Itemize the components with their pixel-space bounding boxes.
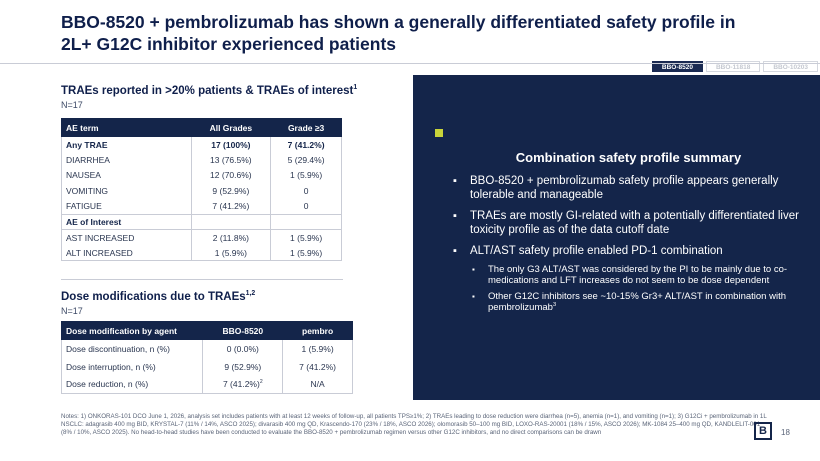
cell: 1 (5.9%) xyxy=(270,245,342,261)
cell: 13 (76.5%) xyxy=(190,152,272,168)
cell: N/A xyxy=(282,375,353,394)
cell: 1 (5.9%) xyxy=(270,229,342,245)
cell: 12 (70.6%) xyxy=(190,167,272,183)
table-section-row: AE of Interest xyxy=(61,213,342,230)
column-header: AE term xyxy=(61,118,192,137)
safety-summary-panel: Combination safety profile summary BBO-8… xyxy=(413,75,820,400)
cell: 7 (41.2%) xyxy=(282,357,353,376)
cell: 9 (52.9%) xyxy=(190,183,272,199)
summary-bullets: BBO-8520 + pembrolizumab safety profile … xyxy=(453,175,808,321)
company-logo: B xyxy=(754,422,772,440)
cell xyxy=(270,213,342,230)
cell: 7 (41.2%) xyxy=(190,198,272,214)
tab-bbo-10203[interactable]: BBO-10203 xyxy=(763,61,818,72)
traes-section-title: TRAEs reported in >20% patients & TRAEs … xyxy=(61,84,358,97)
traes-n: N=17 xyxy=(61,100,83,110)
cell: DIARRHEA xyxy=(61,152,192,168)
cell: Dose discontinuation, n (%) xyxy=(60,339,204,358)
column-header: pembro xyxy=(282,321,353,340)
cell: AST INCREASED xyxy=(61,229,192,245)
cell xyxy=(190,213,272,230)
cell: Any TRAE xyxy=(61,136,192,152)
table-row: Dose reduction, n (%) 7 (41.2%)2 N/A xyxy=(60,375,353,394)
cell: Dose interruption, n (%) xyxy=(60,357,204,376)
cell: 1 (5.9%) xyxy=(282,339,353,358)
bullet-item: TRAEs are mostly GI-related with a poten… xyxy=(453,210,808,237)
column-header: BBO-8520 xyxy=(202,321,284,340)
tab-bbo-8520[interactable]: BBO-8520 xyxy=(651,61,703,72)
table-row: ALT INCREASED 1 (5.9%) 1 (5.9%) xyxy=(61,245,342,261)
cell: 1 (5.9%) xyxy=(190,245,272,261)
cell: 9 (52.9%) xyxy=(202,357,284,376)
program-tabs: BBO-8520 BBO-11818 BBO-10203 xyxy=(651,61,818,72)
column-header: Grade ≥3 xyxy=(270,118,342,137)
cell: 7 (41.2%) xyxy=(270,136,342,152)
cell: FATIGUE xyxy=(61,198,192,214)
column-header: Dose modification by agent xyxy=(60,321,204,340)
section-divider xyxy=(61,279,343,280)
cell: 5 (29.4%) xyxy=(270,152,342,168)
sub-bullet-item: Other G12C inhibitors see ~10-15% Gr3+ A… xyxy=(470,291,808,313)
accent-square-icon xyxy=(435,129,443,137)
cell: 2 (11.8%) xyxy=(190,229,272,245)
bullet-item: ALT/AST safety profile enabled PD-1 comb… xyxy=(453,245,808,313)
cell: NAUSEA xyxy=(61,167,192,183)
table-row: FATIGUE 7 (41.2%) 0 xyxy=(61,198,342,214)
cell: 0 xyxy=(270,198,342,214)
table-row: VOMITING 9 (52.9%) 0 xyxy=(61,183,342,199)
table-row: NAUSEA 12 (70.6%) 1 (5.9%) xyxy=(61,167,342,183)
table-row: Any TRAE 17 (100%) 7 (41.2%) xyxy=(61,136,342,152)
summary-title: Combination safety profile summary xyxy=(515,150,742,165)
cell: Dose reduction, n (%) xyxy=(60,375,204,394)
sub-bullets: The only G3 ALT/AST was considered by th… xyxy=(470,264,808,313)
table-row: Dose interruption, n (%) 9 (52.9%) 7 (41… xyxy=(60,357,353,376)
cell: 17 (100%) xyxy=(190,136,272,152)
page-number: 18 xyxy=(781,428,790,437)
cell: AE of Interest xyxy=(61,213,192,230)
dose-modification-table: Dose modification by agent BBO-8520 pemb… xyxy=(60,321,353,394)
sub-bullet-item: The only G3 ALT/AST was considered by th… xyxy=(470,264,808,286)
cell: VOMITING xyxy=(61,183,192,199)
bullet-item: BBO-8520 + pembrolizumab safety profile … xyxy=(453,175,808,202)
cell: 1 (5.9%) xyxy=(270,167,342,183)
traes-table: AE term All Grades Grade ≥3 Any TRAE 17 … xyxy=(61,118,342,261)
tab-bbo-11818[interactable]: BBO-11818 xyxy=(705,61,761,72)
footnotes: Notes: 1) ONKORAS-101 DCO June 1, 2026, … xyxy=(61,413,767,436)
column-header: All Grades xyxy=(190,118,272,137)
table-row: Dose discontinuation, n (%) 0 (0.0%) 1 (… xyxy=(60,339,353,358)
slide-title: BBO-8520 + pembrolizumab has shown a gen… xyxy=(61,12,736,54)
cell: 0 (0.0%) xyxy=(202,339,284,358)
header-divider xyxy=(0,63,820,64)
table-row: AST INCREASED 2 (11.8%) 1 (5.9%) xyxy=(61,229,342,245)
cell: 0 xyxy=(270,183,342,199)
table-row: DIARRHEA 13 (76.5%) 5 (29.4%) xyxy=(61,152,342,168)
dose-section-title: Dose modifications due to TRAEs1,2 xyxy=(61,290,256,303)
cell: 7 (41.2%)2 xyxy=(202,375,284,394)
cell: ALT INCREASED xyxy=(61,245,192,261)
dose-n: N=17 xyxy=(61,306,83,316)
